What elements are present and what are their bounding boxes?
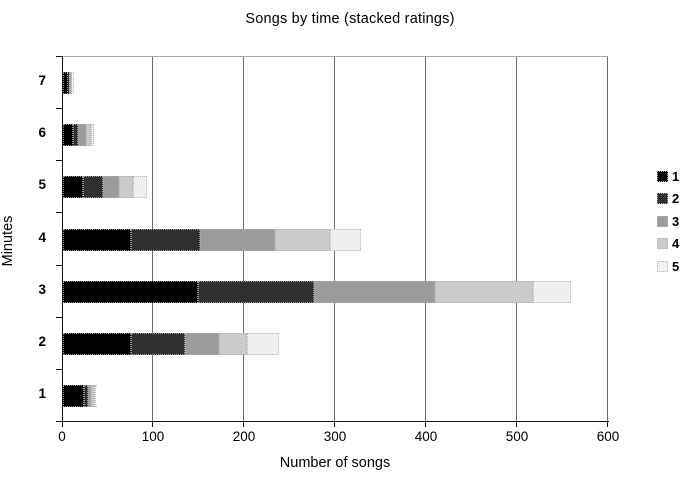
bar-segment-rating-1-minutes-2 (63, 332, 132, 355)
chart-title: Songs by time (stacked ratings) (245, 11, 455, 27)
legend: 1 2 3 4 5 (657, 165, 679, 278)
y-tick-0 (56, 56, 62, 57)
bar-segment-rating-2-minutes-7 (67, 72, 70, 95)
legend-item-rating-2: 2 (657, 188, 679, 211)
x-tick-label-0: 0 (58, 429, 66, 444)
legend-label-rating-5: 5 (672, 258, 680, 274)
bar-segment-rating-3-minutes-3 (314, 280, 436, 303)
x-axis-line (56, 421, 609, 422)
y-tick-4 (56, 264, 62, 266)
y-tick-label-5: 5 (38, 177, 46, 193)
gridline-x-500 (516, 57, 517, 422)
y-axis-title: Minutes (0, 215, 16, 267)
x-tick-0 (62, 421, 63, 427)
y-tick-2 (56, 160, 62, 162)
bar-segment-rating-2-minutes-4 (131, 228, 200, 251)
legend-item-rating-5: 5 (657, 255, 679, 278)
legend-label-rating-1: 1 (672, 168, 680, 184)
legend-item-rating-3: 3 (657, 210, 679, 233)
bar-segment-rating-1-minutes-1 (63, 384, 84, 407)
bar-segment-rating-1-minutes-3 (63, 280, 198, 303)
bar-segment-rating-2-minutes-2 (131, 332, 185, 355)
legend-swatch-rating-2 (657, 193, 668, 205)
legend-swatch-rating-3 (657, 215, 668, 227)
x-tick-label-400: 400 (414, 429, 438, 444)
x-tick-100 (152, 421, 153, 427)
stacked-bar-minutes-2 (63, 332, 279, 355)
bar-segment-rating-3-minutes-6 (77, 124, 86, 147)
bar-segment-rating-2-minutes-6 (73, 124, 78, 147)
bar-segment-rating-2-minutes-5 (83, 176, 104, 199)
legend-item-rating-4: 4 (657, 233, 679, 256)
stacked-bar-minutes-6 (63, 124, 94, 147)
legend-label-rating-3: 3 (672, 213, 680, 229)
y-tick-label-6: 6 (38, 125, 46, 141)
x-tick-400 (425, 421, 426, 427)
bar-segment-rating-3-minutes-2 (184, 332, 219, 355)
bar-segment-rating-3-minutes-4 (199, 228, 276, 251)
y-axis-line (62, 56, 63, 422)
bar-segment-rating-1-minutes-7 (63, 72, 68, 95)
legend-swatch-rating-5 (657, 260, 668, 272)
stacked-bar-minutes-1 (63, 384, 96, 407)
bar-segment-rating-5-minutes-2 (246, 332, 279, 355)
stacked-bar-minutes-3 (63, 280, 571, 303)
bar-segment-rating-5-minutes-7 (72, 72, 73, 95)
legend-label-rating-4: 4 (672, 236, 680, 252)
plot-area (62, 56, 608, 422)
y-tick-3 (56, 212, 62, 214)
x-tick-label-300: 300 (323, 429, 347, 444)
bar-segment-rating-4-minutes-6 (85, 124, 92, 147)
y-tick-label-4: 4 (38, 229, 46, 245)
bar-segment-rating-5-minutes-5 (133, 176, 147, 199)
legend-swatch-rating-4 (657, 238, 668, 250)
y-tick-7 (56, 421, 62, 422)
y-tick-1 (56, 108, 62, 110)
bar-segment-rating-5-minutes-3 (533, 280, 571, 303)
bar-segment-rating-3-minutes-7 (69, 72, 72, 95)
bar-segment-rating-3-minutes-1 (87, 384, 92, 407)
x-tick-label-200: 200 (232, 429, 256, 444)
y-tick-5 (56, 316, 62, 318)
bar-segment-rating-4-minutes-2 (218, 332, 247, 355)
x-tick-label-600: 600 (596, 429, 620, 444)
bar-segment-rating-4-minutes-4 (275, 228, 330, 251)
legend-item-rating-1: 1 (657, 165, 679, 188)
bar-segment-rating-4-minutes-5 (119, 176, 134, 199)
stacked-bar-minutes-4 (63, 228, 362, 251)
y-tick-label-2: 2 (38, 333, 46, 349)
legend-label-rating-2: 2 (672, 191, 680, 207)
bar-segment-rating-2-minutes-3 (197, 280, 315, 303)
gridline-x-600 (607, 57, 608, 422)
stacked-bar-minutes-5 (63, 176, 147, 199)
x-tick-label-500: 500 (505, 429, 529, 444)
bar-segment-rating-4-minutes-1 (91, 384, 94, 407)
gridline-x-400 (425, 57, 426, 422)
bar-segment-rating-1-minutes-5 (63, 176, 84, 199)
bar-segment-rating-1-minutes-4 (63, 228, 132, 251)
x-tick-label-100: 100 (141, 429, 165, 444)
bar-segment-rating-3-minutes-5 (103, 176, 120, 199)
stacked-bar-minutes-7 (63, 72, 73, 95)
y-tick-label-3: 3 (38, 281, 46, 297)
y-tick-label-1: 1 (38, 385, 46, 401)
y-tick-6 (56, 368, 62, 370)
bar-segment-rating-4-minutes-3 (435, 280, 534, 303)
bar-segment-rating-2-minutes-1 (83, 384, 88, 407)
y-tick-label-7: 7 (38, 73, 46, 89)
x-axis-title: Number of songs (279, 455, 391, 471)
x-tick-300 (334, 421, 335, 427)
bar-segment-rating-5-minutes-4 (329, 228, 362, 251)
bar-segment-rating-5-minutes-1 (93, 384, 96, 407)
legend-swatch-rating-1 (657, 170, 668, 182)
bar-segment-rating-1-minutes-6 (63, 124, 73, 147)
x-tick-500 (516, 421, 517, 427)
bar-segment-rating-5-minutes-6 (91, 124, 94, 147)
x-tick-200 (243, 421, 244, 427)
x-tick-600 (607, 421, 608, 427)
bar-segment-rating-4-minutes-7 (71, 72, 73, 95)
